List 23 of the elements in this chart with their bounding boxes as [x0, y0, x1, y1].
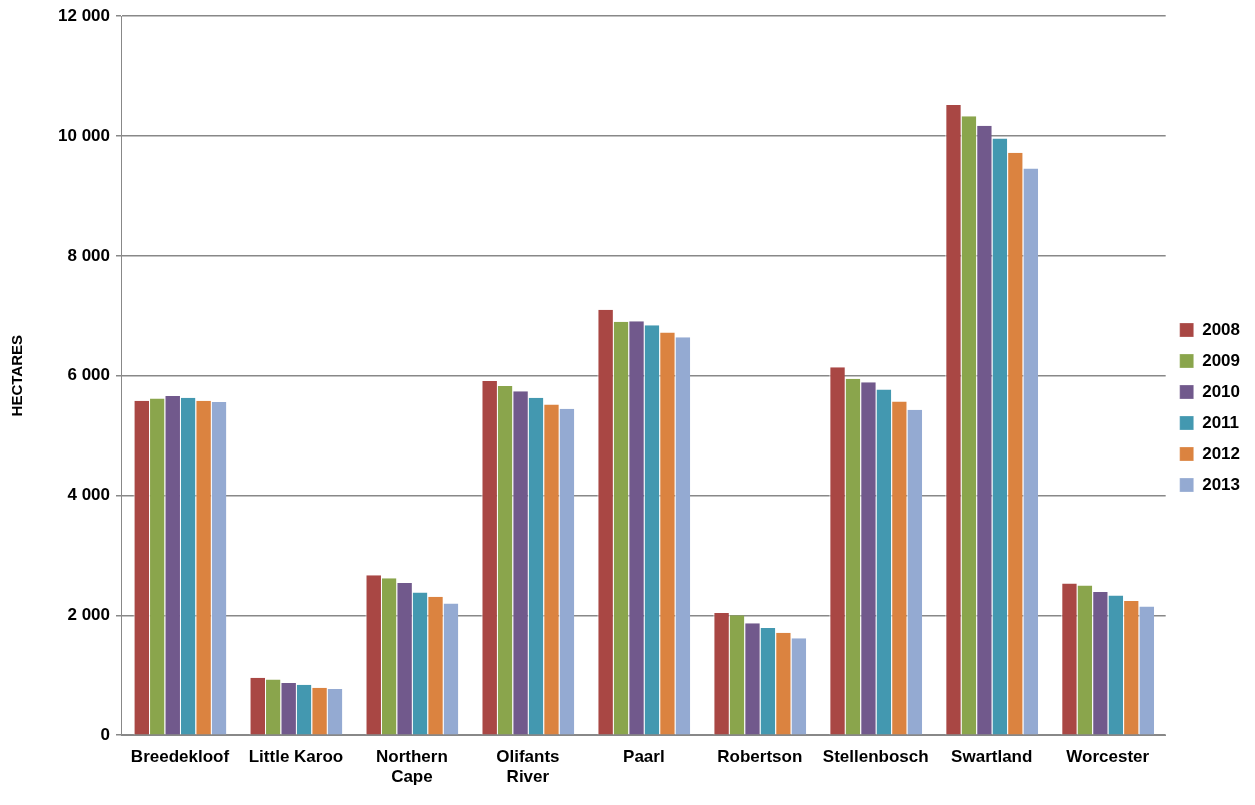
y-tick-label: 12 000: [58, 5, 110, 25]
legend-label: 2011: [1202, 412, 1240, 432]
x-tick-label: Olifants River: [496, 747, 560, 787]
x-tick-label: Worcester: [1066, 747, 1150, 767]
legend-label: 2013: [1202, 474, 1241, 494]
x-tick-label: Breedekloof: [130, 747, 230, 767]
y-tick-label: 8 000: [67, 245, 110, 265]
y-tick-label: 0: [100, 724, 110, 744]
x-tick-label: Robertson: [717, 747, 803, 767]
legend-label: 2010: [1202, 381, 1241, 401]
x-tick-label: Little Karoo: [248, 747, 344, 767]
x-tick-label: Northern Cape: [376, 747, 448, 787]
x-tick-label: Swartland: [951, 747, 1033, 767]
legend-label: 2009: [1202, 350, 1241, 370]
legend-label: 2012: [1202, 443, 1241, 463]
y-tick-label: 6 000: [67, 365, 110, 385]
y-axis-title: HECTARES: [8, 335, 26, 417]
x-tick-label: Paarl: [623, 747, 665, 767]
y-tick-label: 4 000: [67, 485, 110, 505]
x-tick-label: Stellenbosch: [822, 747, 929, 767]
y-tick-label: 2 000: [67, 605, 110, 625]
y-tick-label: 10 000: [58, 125, 110, 145]
legend-label: 2008: [1202, 319, 1241, 339]
